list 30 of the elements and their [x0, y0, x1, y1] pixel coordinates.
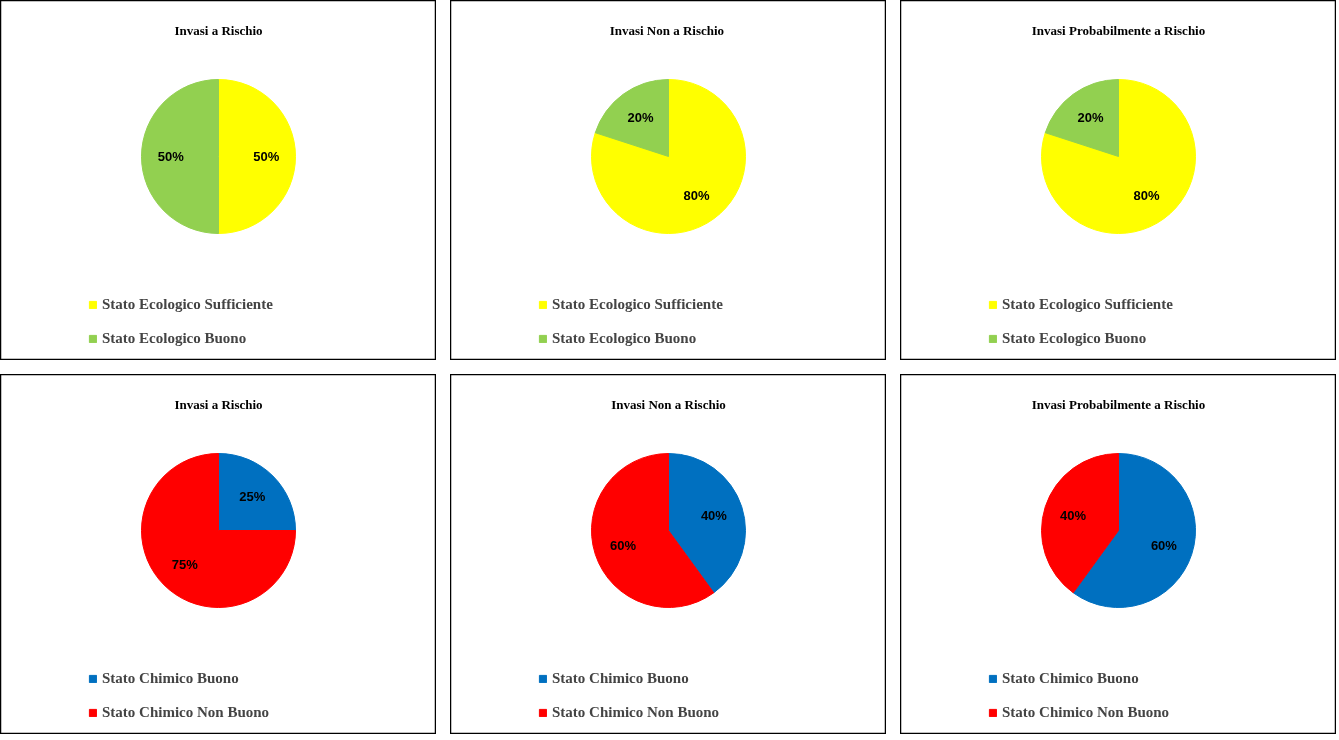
- legend-label: Stato Chimico Non Buono: [552, 702, 720, 722]
- legend-label: Stato Chimico Non Buono: [1002, 702, 1170, 722]
- legend-label: Stato Chimico Buono: [1002, 668, 1139, 688]
- data-label: 25%: [239, 489, 266, 505]
- chart-title: Invasi a Rischio: [174, 397, 263, 412]
- data-label: 60%: [610, 537, 637, 553]
- chart-title: Invasi Probabilmente a Rischio: [1031, 23, 1206, 38]
- legend-label: Stato Ecologico Sufficiente: [552, 294, 723, 314]
- data-label: 80%: [683, 187, 711, 203]
- data-label: 80%: [1133, 187, 1161, 203]
- data-label: 20%: [1077, 110, 1104, 126]
- legend-label: Stato Chimico Buono: [102, 668, 239, 688]
- legend-label: Stato Ecologico Sufficiente: [1002, 294, 1173, 314]
- legend-label: Stato Chimico Non Buono: [102, 702, 270, 722]
- data-label: 60%: [1150, 537, 1178, 553]
- data-label: 20%: [627, 110, 654, 126]
- data-label: 50%: [157, 149, 185, 164]
- legend-label: Stato Ecologico Buono: [1002, 328, 1147, 348]
- data-label: 40%: [1060, 508, 1087, 524]
- legend-label: Stato Ecologico Buono: [102, 328, 247, 348]
- data-label: 75%: [171, 556, 199, 572]
- data-label: 50%: [253, 149, 280, 164]
- chart-title: Invasi Non a Rischio: [609, 23, 725, 38]
- legend-label: Stato Ecologico Buono: [552, 328, 697, 348]
- data-label: 40%: [700, 508, 728, 524]
- chart-title: Invasi Non a Rischio: [611, 397, 726, 412]
- legend-label: Stato Chimico Buono: [552, 668, 689, 688]
- chart-title: Invasi Probabilmente a Rischio: [1031, 397, 1206, 412]
- legend-label: Stato Ecologico Sufficiente: [102, 294, 273, 314]
- chart-title: Invasi a Rischio: [174, 23, 263, 38]
